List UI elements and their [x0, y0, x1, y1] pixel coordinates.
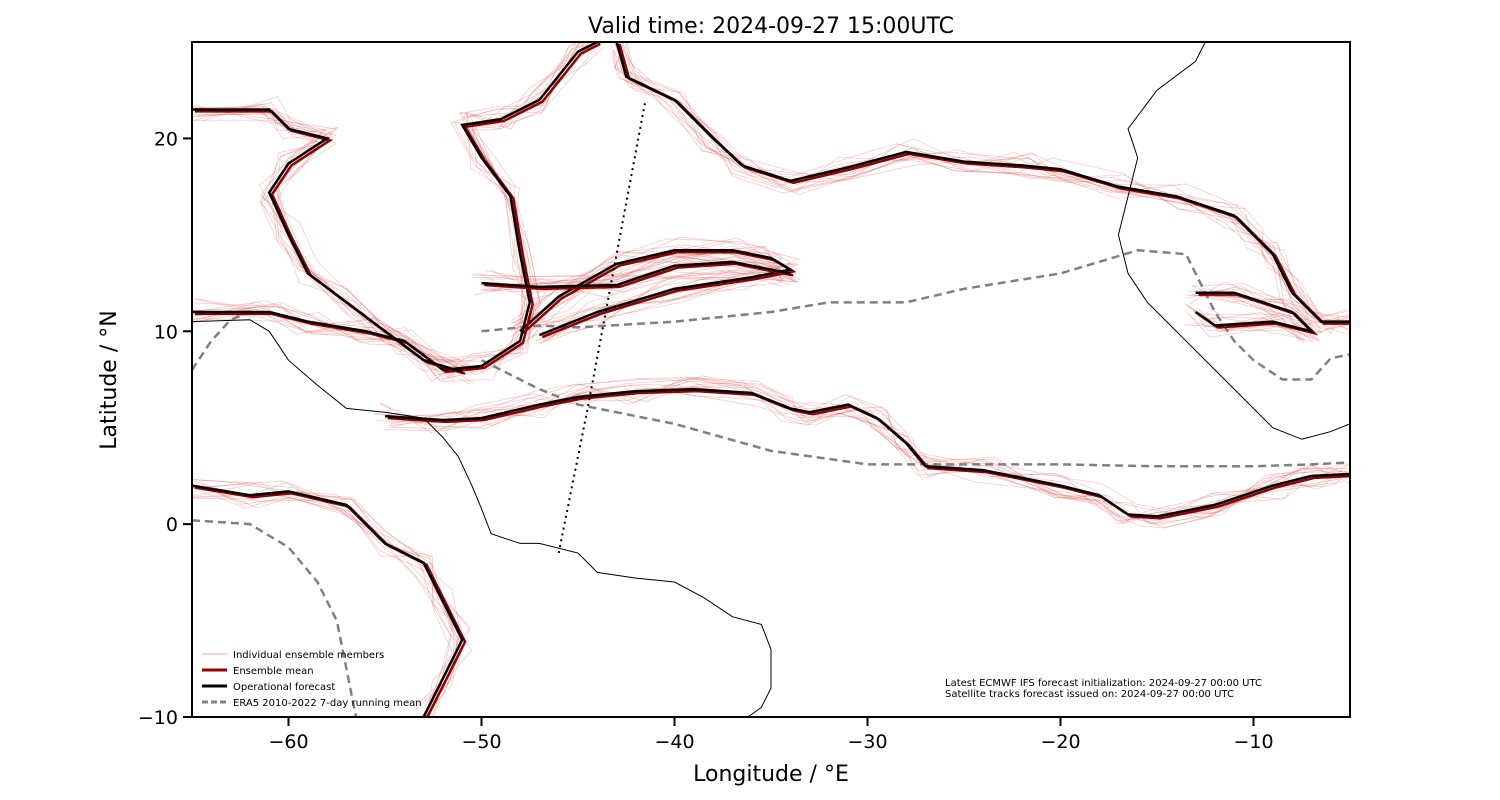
ensemble-member-line — [622, 42, 1350, 335]
legend-label: ERA5 2010-2022 7-day running mean — [233, 698, 422, 709]
y-tick-label: 20 — [154, 128, 178, 150]
operational-forecast-line — [192, 484, 464, 717]
ensemble-member-line — [200, 483, 472, 717]
operational-forecast-line — [519, 249, 794, 337]
ensemble-member-line — [1188, 281, 1322, 329]
ensemble-member-line — [392, 379, 1340, 516]
satellite-track-line — [557, 99, 647, 554]
ensemble-member-line — [614, 42, 1349, 330]
operational-forecast-line — [615, 42, 1350, 323]
era5-mean-line — [192, 310, 251, 371]
x-tick-label: −40 — [654, 731, 694, 753]
ensemble-member-line — [473, 252, 791, 286]
legend-label: Individual ensemble members — [233, 650, 384, 661]
ensemble-member-line — [192, 112, 458, 367]
ensemble-member-line — [192, 104, 474, 384]
ensemble-mean-line — [484, 262, 794, 291]
ensemble-member-line — [1193, 287, 1313, 333]
ensemble-member-line — [390, 383, 1348, 525]
operational-forecast-line — [384, 387, 1350, 518]
ensemble-member-line — [192, 478, 452, 707]
ensemble-member-line — [192, 42, 597, 382]
ensemble-member-line — [614, 42, 1350, 336]
ensemble-member-line — [196, 103, 455, 378]
x-tick-label: −20 — [1040, 731, 1080, 753]
ensemble-member-line — [192, 484, 470, 709]
ensemble-member-line — [1187, 284, 1314, 343]
ensemble-member-line — [197, 42, 581, 363]
ensemble-member-line — [192, 482, 462, 710]
ensemble-member-line — [376, 384, 1349, 522]
ensemble-member-line — [1193, 295, 1308, 332]
operational-forecast-line — [1194, 291, 1316, 334]
era5-mean-line — [480, 359, 1350, 468]
era5-mean-line — [192, 519, 358, 717]
x-tick-label: −60 — [268, 731, 308, 753]
ensemble-member-line — [617, 42, 1350, 321]
ensemble-member-line — [610, 52, 1350, 322]
ensemble-member-line — [195, 42, 605, 380]
annotation-text: Latest ECMWF IFS forecast initialization… — [945, 678, 1262, 689]
ensemble-member-line — [197, 107, 461, 361]
ensemble-member-line — [198, 109, 470, 385]
operational-forecast-line — [192, 108, 463, 373]
ensemble-member-line — [614, 42, 1347, 318]
ensemble-member-line — [622, 49, 1342, 320]
ensemble-member-line — [192, 108, 468, 368]
ensemble-member-line — [1184, 294, 1323, 338]
y-tick-label: 0 — [166, 514, 178, 536]
ensemble-member-line — [510, 236, 792, 331]
plot-frame — [191, 41, 1351, 718]
ensemble-member-line — [612, 50, 1350, 325]
ensemble-member-line — [192, 487, 465, 717]
coastline — [192, 319, 772, 717]
ensemble-member-line — [373, 377, 1350, 510]
era5-mean-line — [481, 249, 1350, 381]
ensemble-member-line — [192, 479, 453, 717]
ensemble-member-line — [1190, 294, 1301, 342]
ensemble-member-line — [388, 378, 1350, 525]
ensemble-member-line — [192, 480, 462, 714]
ensemble-member-line — [471, 256, 797, 285]
ensemble-member-line — [201, 96, 464, 373]
x-tick-label: −50 — [461, 731, 501, 753]
ensemble-member-line — [613, 49, 1350, 332]
annotation-text: Satellite tracks forecast issued on: 202… — [945, 689, 1234, 700]
ensemble-member-line — [193, 113, 470, 365]
ensemble-member-line — [391, 380, 1339, 528]
operational-forecast-line — [481, 260, 791, 289]
ensemble-member-line — [192, 42, 600, 372]
ensemble-member-line — [510, 238, 782, 324]
y-tick-label: −10 — [138, 707, 178, 729]
chart-title: Valid time: 2024-09-27 15:00UTC — [588, 14, 954, 39]
ensemble-member-line — [192, 42, 579, 375]
ensemble-member-line — [626, 46, 1350, 318]
ensemble-mean-line — [194, 110, 466, 375]
ensemble-member-line — [510, 251, 797, 338]
coastline — [1117, 42, 1350, 440]
y-tick-label: 10 — [154, 321, 178, 343]
ensemble-member-line — [192, 494, 461, 711]
ensemble-member-line — [198, 110, 458, 372]
plot-area — [192, 42, 1350, 717]
operational-forecast-line — [192, 42, 598, 372]
ensemble-member-line — [508, 249, 782, 331]
ensemble-member-line — [531, 237, 801, 342]
y-axis-label: Latitude / °N — [97, 310, 122, 449]
ensemble-member-line — [481, 249, 802, 290]
ensemble-member-line — [192, 104, 455, 381]
x-axis-label: Longitude / °E — [693, 762, 849, 787]
ensemble-member-line — [613, 42, 1350, 330]
legend-label: Operational forecast — [233, 682, 335, 693]
x-tick-label: −30 — [847, 731, 887, 753]
ensemble-member-line — [385, 377, 1350, 526]
ensemble-mean-line — [194, 42, 601, 374]
ensemble-member-line — [527, 245, 784, 345]
ensemble-member-line — [481, 250, 789, 286]
x-tick-label: −10 — [1233, 731, 1273, 753]
legend-label: Ensemble mean — [233, 666, 314, 677]
ensemble-member-line — [1186, 288, 1320, 340]
